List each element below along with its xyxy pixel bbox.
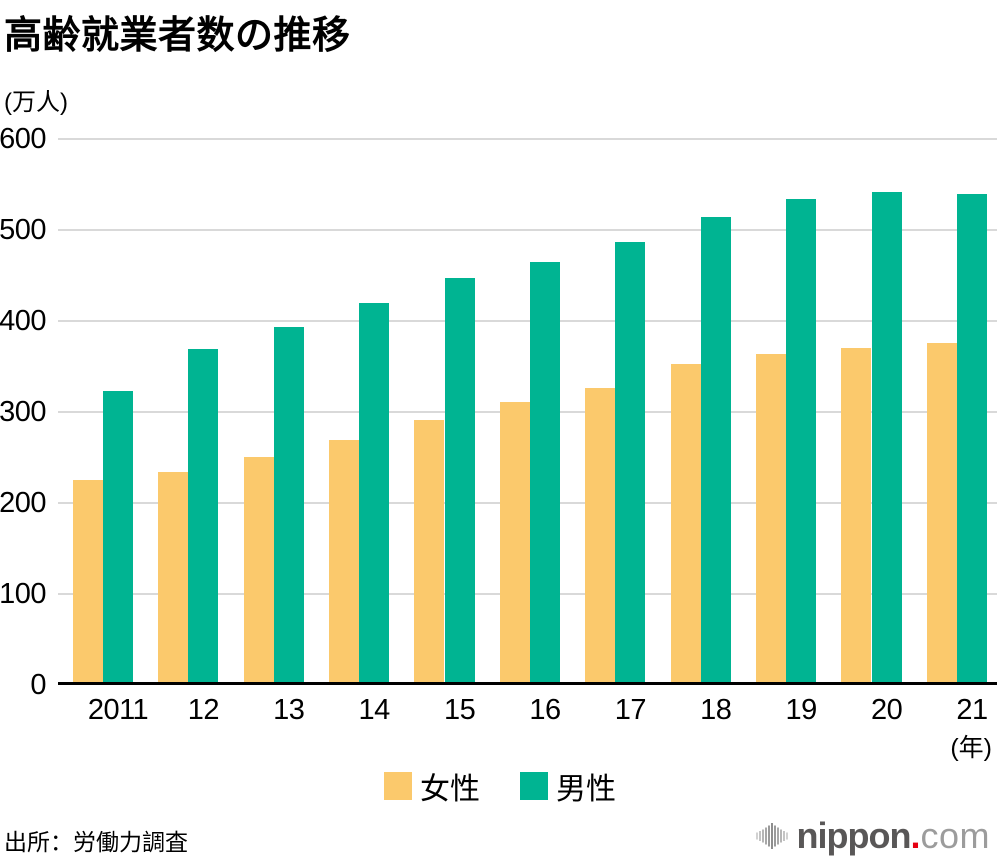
legend-item-female: 女性	[384, 764, 480, 808]
gridline-500	[58, 229, 997, 231]
y-axis-tick-labels: 0 100 200 300 400 500 600	[0, 0, 47, 860]
soundwave-icon	[755, 823, 788, 849]
bar-female-15	[414, 419, 445, 682]
gridline-600	[58, 138, 997, 140]
bar-male-13	[273, 327, 304, 682]
legend-label-female: 女性	[420, 773, 480, 806]
bar-female-2011	[72, 479, 103, 682]
x-tick-14: 14	[358, 694, 391, 726]
logo-dot: .	[910, 815, 921, 856]
y-axis-unit-label: (万人)	[4, 89, 68, 116]
y-tick-600: 600	[0, 123, 47, 155]
x-tick-20: 20	[870, 694, 903, 726]
bar-female-17	[585, 388, 616, 682]
bar-male-15	[444, 277, 475, 682]
y-tick-100: 100	[0, 578, 47, 610]
x-tick-2011: 2011	[87, 694, 149, 726]
bar-male-21	[957, 194, 987, 682]
logo-text-com: com	[920, 815, 990, 856]
source-note: 出所：労働力調査	[4, 829, 188, 855]
bar-female-21	[926, 342, 957, 682]
bar-male-14	[359, 303, 390, 682]
x-axis-tick-labels: 2011 12 13 14 15 16 17 18 19 20 21	[58, 694, 997, 728]
bar-male-12	[188, 348, 219, 682]
bar-male-2011	[103, 390, 133, 682]
legend: 女性 男性	[0, 764, 1000, 808]
bar-female-18	[670, 363, 701, 682]
gridline-400	[58, 320, 997, 322]
bar-male-20	[871, 192, 902, 682]
bar-male-19	[786, 198, 817, 682]
logo-text-nippon: nippon	[796, 815, 912, 856]
bar-female-12	[158, 471, 189, 682]
y-tick-300: 300	[0, 396, 47, 428]
x-tick-12: 12	[187, 694, 220, 726]
legend-label-male: 男性	[556, 773, 616, 806]
y-tick-0: 0	[30, 669, 46, 701]
bar-female-13	[243, 457, 274, 682]
nippon-com-logo: nippon.com	[755, 816, 990, 856]
y-tick-500: 500	[0, 214, 47, 246]
x-tick-16: 16	[529, 694, 561, 726]
legend-swatch-male	[520, 772, 548, 800]
x-tick-18: 18	[700, 694, 732, 726]
x-tick-15: 15	[443, 694, 476, 726]
x-tick-13: 13	[273, 694, 305, 726]
logo-text: nippon.com	[797, 816, 990, 856]
x-tick-19: 19	[785, 694, 818, 726]
bar-female-20	[841, 348, 872, 682]
y-tick-400: 400	[0, 305, 47, 337]
bar-female-19	[755, 353, 786, 682]
bar-female-16	[499, 401, 530, 682]
page-title: 高齢就業者数の推移	[4, 15, 351, 57]
bar-male-17	[615, 242, 646, 682]
bar-male-16	[530, 261, 560, 682]
x-tick-17: 17	[614, 694, 647, 726]
plot-area	[58, 138, 997, 685]
x-tick-21: 21	[956, 694, 988, 726]
bar-male-18	[700, 217, 731, 682]
x-axis-unit-label: (年)	[950, 734, 992, 762]
y-tick-200: 200	[0, 487, 47, 519]
legend-item-male: 男性	[520, 764, 616, 808]
legend-swatch-female	[384, 772, 412, 800]
bar-female-14	[328, 439, 359, 682]
